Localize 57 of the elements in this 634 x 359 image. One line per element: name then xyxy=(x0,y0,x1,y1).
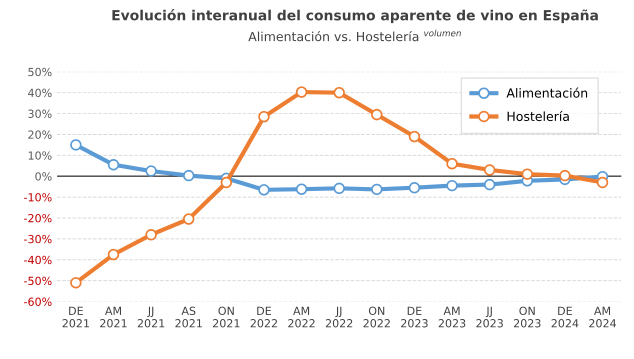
x-tick-label: AM 2024 xyxy=(589,306,616,328)
y-tick-label: 40% xyxy=(28,88,52,98)
y-tick-label: -60% xyxy=(24,298,52,306)
point xyxy=(183,170,194,182)
y-tick-label: -10% xyxy=(24,193,52,202)
point xyxy=(108,159,120,170)
y-tick-label: 20% xyxy=(28,130,52,139)
point xyxy=(333,86,345,98)
point xyxy=(408,130,420,142)
y-tick-label: 30% xyxy=(28,110,52,118)
point xyxy=(145,229,157,240)
x-tick-label: ON 2022 xyxy=(363,306,390,328)
point xyxy=(145,165,157,177)
y-tick-label: -50% xyxy=(24,276,52,286)
point xyxy=(408,182,420,194)
x-tick-label: AM 2021 xyxy=(100,306,127,328)
x-tick-label: AM 2022 xyxy=(288,306,315,328)
point xyxy=(559,170,571,182)
x-tick-label: JJ 2021 xyxy=(138,306,164,328)
x-tick-label: DE 2023 xyxy=(401,306,428,328)
y-tick-label: -20% xyxy=(24,214,52,222)
chart-subtitle: Alimentación vs. Hostelería $^{volumen}$ xyxy=(248,30,461,42)
point xyxy=(371,108,383,120)
point xyxy=(70,139,82,151)
x-tick-label: ON 2021 xyxy=(213,306,240,328)
x-tick-label: AM 2023 xyxy=(438,306,466,328)
x-tick-label: AS 2021 xyxy=(175,306,202,328)
point xyxy=(333,182,345,194)
point xyxy=(258,111,270,122)
point xyxy=(70,277,82,288)
y-tick-label: 0% xyxy=(35,172,52,181)
x-tick-label: DE 2022 xyxy=(250,306,277,328)
chart-title: Evolución interanual del consumo aparente de vino en España xyxy=(112,9,598,24)
y-tick-label: 10% xyxy=(28,151,52,160)
point xyxy=(183,213,194,225)
legend-label: Alimentación xyxy=(506,88,588,98)
point xyxy=(258,184,270,196)
x-tick-label: ON 2023 xyxy=(514,306,541,328)
x-tick-label: DE 2024 xyxy=(552,306,578,328)
point xyxy=(596,176,608,188)
point xyxy=(446,180,458,192)
point xyxy=(446,158,458,170)
point xyxy=(522,168,533,180)
point xyxy=(484,164,496,176)
point xyxy=(296,183,308,195)
y-tick-label: -30% xyxy=(24,234,52,244)
y-tick-label: -40% xyxy=(24,256,52,264)
point xyxy=(296,86,308,98)
x-tick-label: JJ 2022 xyxy=(326,306,352,328)
x-tick-label: JJ 2023 xyxy=(476,306,503,328)
y-tick-label: 50% xyxy=(28,68,52,76)
point xyxy=(484,178,496,190)
point xyxy=(371,184,383,196)
point xyxy=(220,176,232,188)
legend-label: Hostelería xyxy=(508,110,569,122)
x-tick-label: DE 2021 xyxy=(62,306,89,328)
point xyxy=(108,248,120,260)
